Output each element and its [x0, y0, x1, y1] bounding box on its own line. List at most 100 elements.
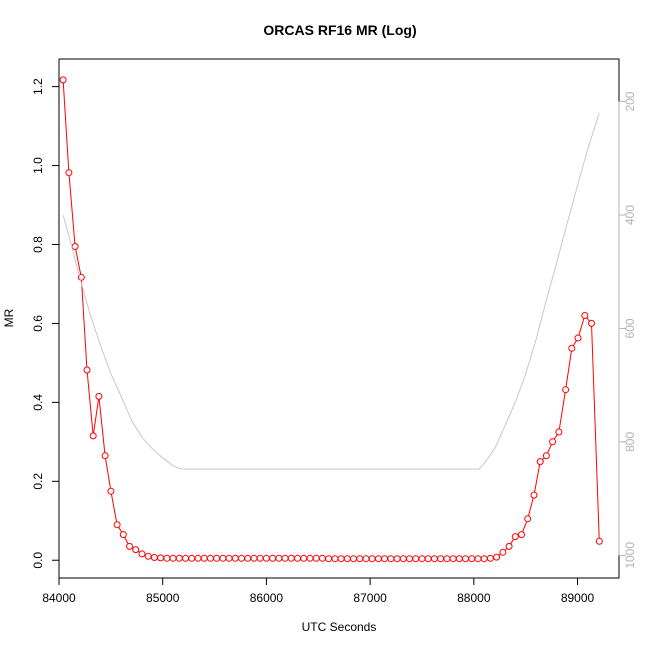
mr-point	[175, 554, 183, 562]
y-tick-label: 0.4	[31, 394, 45, 411]
mr-point	[89, 432, 97, 440]
mr-point	[300, 554, 308, 562]
mr-point	[443, 555, 451, 563]
mr-point	[430, 555, 438, 563]
mr-point	[312, 554, 320, 562]
y-tick-label: 1.0	[31, 157, 45, 174]
mr-point	[275, 554, 283, 562]
mr-point	[65, 169, 73, 177]
mr-point	[331, 555, 339, 563]
y2-tick-label: 600	[623, 318, 637, 338]
mr-point	[182, 554, 189, 562]
plot-frame	[58, 58, 620, 579]
y2-tick-label: 200	[623, 91, 637, 111]
mr-point	[225, 554, 233, 562]
mr-point	[449, 555, 457, 563]
mr-point	[318, 554, 326, 562]
mr-point	[219, 554, 227, 562]
y-tick-label: 0.6	[31, 315, 45, 332]
mr-point	[486, 554, 494, 562]
mr-point	[157, 554, 165, 562]
x-tick-label: 88000	[457, 591, 491, 605]
mr-point	[581, 312, 589, 319]
mr-point	[530, 491, 538, 499]
mr-point	[505, 542, 513, 550]
x-tick-label: 89000	[561, 591, 595, 605]
mr-point	[150, 554, 158, 561]
mr-point	[542, 452, 550, 460]
x-tick-label: 87000	[353, 591, 387, 605]
x-axis: 84000 85000 86000 87000 88000 89000	[42, 577, 595, 605]
mr-point	[374, 555, 382, 563]
series-group	[59, 76, 603, 563]
mr-point	[188, 554, 196, 562]
mr-point	[194, 554, 202, 562]
mr-point	[574, 334, 582, 342]
y-tick-label: 1.2	[31, 78, 45, 95]
mr-point	[59, 76, 67, 84]
mr-point	[511, 533, 519, 541]
y2-axis: 200 400 600 800 1000	[618, 91, 637, 569]
mr-point	[113, 521, 121, 529]
mr-point	[281, 554, 289, 562]
mr-point	[424, 555, 432, 563]
y-axis: 0.0 0.2 0.4 0.6 0.8 1.0 1.2	[31, 78, 60, 569]
mr-point	[71, 243, 79, 250]
mr-point	[238, 554, 245, 562]
mr-point	[518, 531, 525, 539]
mr-point	[418, 555, 426, 563]
mr-point	[101, 452, 109, 460]
mr-point	[132, 546, 140, 554]
mr-series-line	[62, 79, 600, 560]
mr-point	[462, 555, 469, 563]
mr-point	[294, 554, 301, 562]
mr-point	[536, 458, 544, 466]
mr-point	[163, 554, 171, 562]
mr-point	[343, 555, 351, 563]
mr-point	[549, 438, 557, 446]
mr-point	[399, 555, 407, 563]
mr-point	[480, 555, 488, 563]
mr-point	[381, 555, 389, 563]
mr-point	[200, 554, 208, 562]
mr-point	[474, 555, 482, 563]
y2-tick-label: 400	[623, 205, 637, 225]
mr-point	[169, 554, 177, 562]
x-axis-label: UTC Seconds	[302, 620, 377, 634]
mr-point	[393, 555, 401, 563]
mr-point	[412, 555, 420, 563]
mr-point	[83, 366, 91, 374]
mr-point	[306, 554, 314, 562]
mr-point	[95, 392, 103, 400]
x-tick-label: 85000	[146, 591, 180, 605]
mr-point	[325, 555, 333, 563]
mr-point	[231, 554, 239, 562]
mr-point	[493, 553, 501, 561]
y2-tick-label: 1000	[623, 542, 637, 569]
chart-title: ORCAS RF16 MR (Log)	[263, 22, 416, 38]
mr-point	[337, 555, 345, 563]
y-tick-label: 0.2	[31, 473, 45, 490]
mr-point	[555, 428, 563, 436]
y-tick-label: 0.8	[31, 236, 45, 253]
mr-point	[455, 555, 463, 563]
mr-point	[126, 542, 133, 550]
y-axis-label: MR	[2, 308, 16, 327]
y-tick-label: 0.0	[31, 552, 45, 569]
x-tick-label: 84000	[42, 591, 76, 605]
mr-point	[269, 554, 277, 562]
y2-tick-label: 800	[623, 432, 637, 452]
mr-point	[244, 554, 252, 562]
mr-point	[524, 515, 532, 523]
mr-point	[250, 554, 258, 562]
pressure-series-line	[62, 112, 600, 470]
mr-point	[287, 554, 295, 562]
mr-point	[262, 554, 270, 562]
mr-point	[387, 555, 395, 563]
mr-point	[499, 548, 507, 556]
mr-point	[368, 555, 376, 563]
x-tick-label: 86000	[250, 591, 284, 605]
mr-point	[568, 344, 576, 352]
mr-point	[138, 550, 146, 558]
